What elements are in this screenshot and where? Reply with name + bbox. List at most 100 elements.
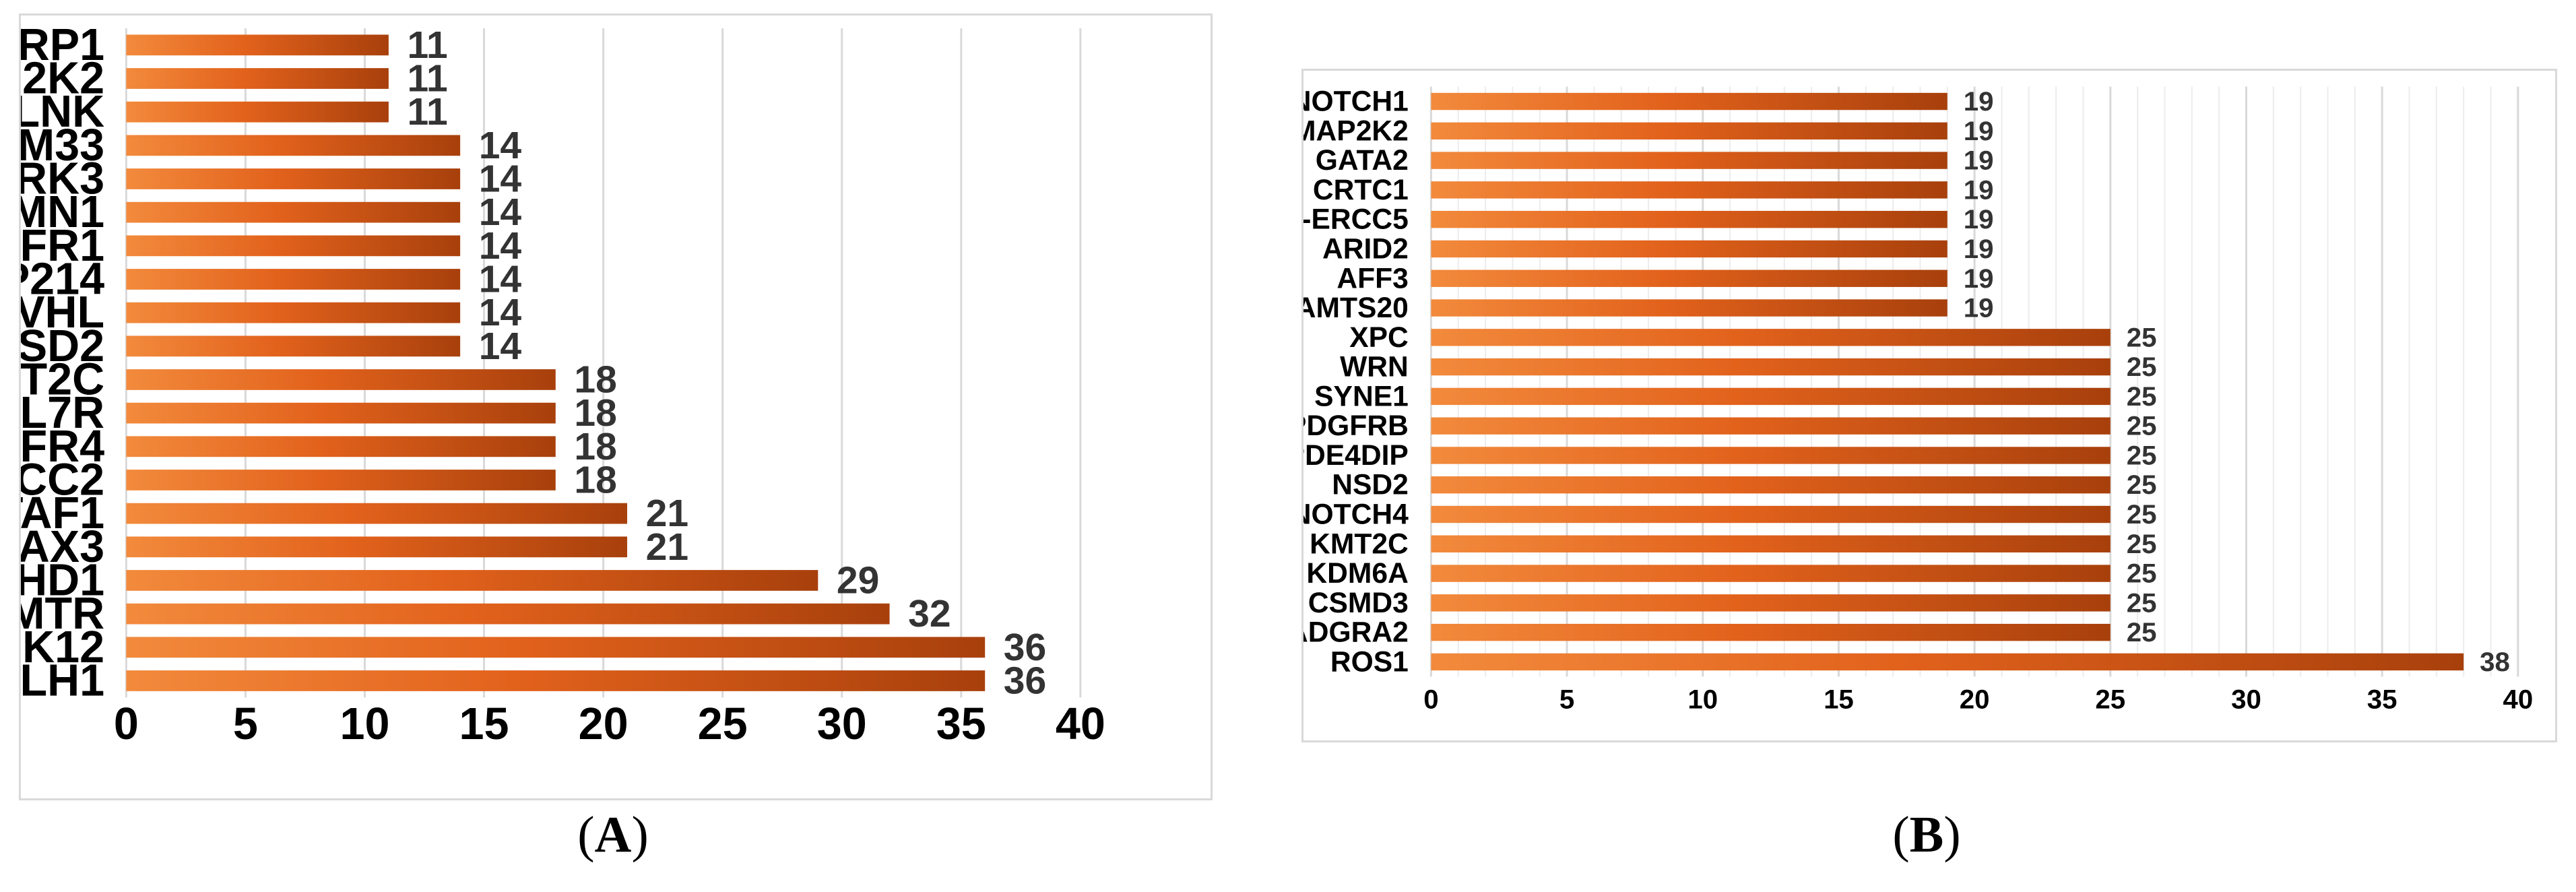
category-label: MAP2K2 [1303,115,1409,147]
data-label: 19 [1964,86,1994,117]
bar-gata2 [1431,152,1947,169]
category-label: BIVM-ERCC5 [1303,203,1409,236]
data-label: 25 [2127,529,2157,559]
data-label: 25 [2127,559,2157,589]
category-label: NSD2 [1332,469,1409,501]
caption-a-letter: A [594,806,632,863]
category-label: CSMD3 [1308,587,1409,619]
data-label: 18 [574,358,616,401]
bar-map2k2 [1431,122,1947,140]
data-label: 21 [646,492,688,535]
bar-fgfr4 [126,436,556,457]
x-tick-label: 25 [2095,684,2125,715]
bar-ros1 [1431,653,2464,671]
data-label: 29 [837,559,879,602]
bar-il7r [126,402,556,424]
data-label: 14 [479,257,522,300]
bar-notch4 [1431,505,2111,523]
data-label: 25 [2127,617,2157,647]
category-label: ADAMTS20 [1303,292,1409,324]
bar-mtr [126,603,890,625]
category-label: PARP1 [21,20,104,70]
chart-b-svg: 0 5 10 15 20 25 30 35 40 NOTCH1 19 MAP2K2 19 GATA2 19 C… [1303,86,2533,715]
x-tick-label: 5 [1559,684,1574,715]
category-label: ROS1 [1330,645,1409,678]
x-tick-label: 10 [340,699,389,749]
category-label: VHL [21,288,104,338]
x-tick-label: 40 [1056,699,1105,749]
bar-crtc1 [1431,181,1947,199]
data-label: 32 [908,592,951,635]
bar-csmd3 [1431,594,2111,612]
data-label: 14 [479,224,522,267]
bar-xpc [1431,329,2111,346]
x-tick-label: 30 [2231,684,2261,715]
data-label: 25 [2127,470,2157,500]
category-label: WRN [1340,351,1409,383]
category-label: NOTCH1 [1303,86,1409,118]
data-label: 18 [574,458,616,501]
caption-b-letter: B [1909,806,1944,863]
x-tick-label: 5 [233,699,258,749]
category-label: FGFR4 [21,422,104,472]
bar-bivm-ercc5 [1431,210,1947,228]
category-label: ERCC2 [21,455,104,505]
bar-map2k2 [126,68,389,89]
data-label: 25 [2127,499,2157,530]
bar-syne1 [1431,387,2111,406]
x-tick-label: 25 [698,699,748,749]
x-tick-label: 20 [579,699,629,749]
category-label: NTRK3 [21,154,104,203]
bar-nsd2 [126,336,461,357]
category-label: ARID2 [1322,232,1409,265]
x-tick-label: 40 [2503,684,2533,715]
data-label: 38 [2480,647,2510,677]
bar-vhl [126,302,461,323]
data-label: 25 [2127,440,2157,470]
data-label: 19 [1964,116,1994,146]
category-label: ADGRA2 [1303,616,1409,649]
bar-nup214 [126,269,461,290]
bar-mn1 [126,201,461,223]
caption-b: (B) [1892,806,1961,863]
category-label: KDM6A [1306,557,1408,590]
data-label: 25 [2127,411,2157,441]
bar-adgra2 [1431,623,2111,641]
bar-fgfr1 [126,235,461,257]
category-label: NSD2 [21,321,104,371]
data-label: 36 [1004,659,1046,702]
bar-kmt2c [126,369,556,390]
category-label: KMT2C [1310,528,1409,560]
x-tick-label: 0 [114,699,139,749]
category-label: KMT2C [21,354,104,404]
bar-pde4dip [1431,447,2111,464]
data-label: 25 [2127,587,2157,618]
data-label: 19 [1964,234,1994,264]
bar-pdgfrb [1431,417,2111,435]
data-label: 21 [646,525,688,569]
data-label: 18 [574,425,616,468]
x-tick-label: 35 [2367,684,2397,715]
data-label: 19 [1964,174,1994,205]
category-label: PAX3 [21,522,104,572]
chart-panel-b: 0 5 10 15 20 25 30 35 40 NOTCH1 19 MAP2K2 19 GATA2 19 C… [1301,69,2557,742]
bar-arid2 [1431,240,1947,258]
bar-adamts20 [1431,299,1947,317]
bar-trim33 [126,135,461,156]
category-label: CRTC1 [1313,174,1409,206]
bar-ercc2 [126,470,556,490]
data-label: 19 [1964,263,1994,294]
x-tick-label: 35 [936,699,986,749]
category-label: MLH1 [21,656,104,705]
category-label: NOTCH4 [1303,499,1409,531]
category-label: PDGFRB [1303,410,1409,442]
category-label: NUP214 [21,254,104,304]
x-tick-label: 15 [459,699,509,749]
bar-pax3 [126,536,628,558]
chart-a-svg: 0 5 10 15 20 25 30 35 40 PARP1 11 MAP2K2 11 BLNK 11 TRI… [21,20,1105,749]
bar-aff3 [1431,269,1947,287]
data-label: 36 [1004,626,1046,669]
category-label: AFF3 [1337,262,1408,294]
bar-wrn [1431,358,2111,376]
category-label: BLNK [21,87,104,137]
